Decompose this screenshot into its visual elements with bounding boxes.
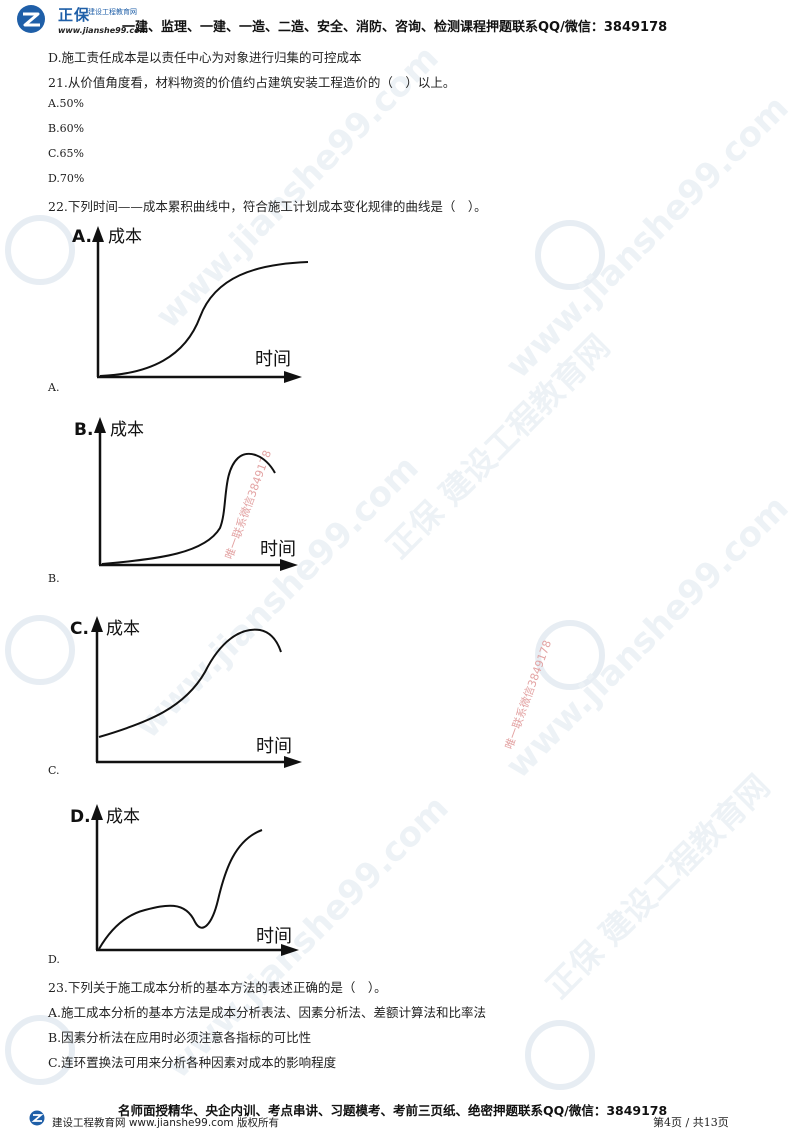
footer-copyright: 建设工程教育网 www.jianshe99.com 版权所有	[52, 1117, 279, 1129]
q21-option-d: D.70%	[48, 172, 85, 185]
q23-option-a: A.施工成本分析的基本方法是成本分析表法、因素分析法、差额计算法和比率法	[48, 1005, 487, 1020]
graph-c-xlabel: 时间	[256, 736, 292, 757]
graph-b-letter: B.	[74, 420, 93, 440]
q21-option-a: A.50%	[48, 97, 84, 110]
watermark-site-4: www.jianshe99.com	[498, 488, 796, 786]
q22-option-b: B.	[48, 572, 60, 585]
page-header: 正保 建设工程教育网 www.jianshe99.com 一建、监理、一建、一造…	[0, 0, 800, 40]
graph-a-xlabel: 时间	[255, 349, 291, 370]
q23-option-c: C.连环置换法可用来分析各种因素对成本的影响程度	[48, 1055, 337, 1070]
watermark-contact-2: 唯一联系微信3849178	[502, 638, 554, 751]
y-axis-arrow-icon	[94, 417, 106, 433]
footer-logo-icon	[29, 1110, 45, 1126]
q21-option-c: C.65%	[48, 147, 84, 160]
curve-b	[101, 453, 276, 565]
question-22: 22.下列时间——成本累积曲线中，符合施工计划成本变化规律的曲线是（ ）。	[48, 199, 487, 214]
q22-option-a: A.	[48, 381, 60, 394]
x-axis-arrow-icon	[284, 371, 302, 383]
graph-b-xlabel: 时间	[260, 539, 296, 560]
prev-option-d: D.施工责任成本是以责任中心为对象进行归集的可控成本	[48, 50, 362, 65]
brand-name: 正保	[58, 6, 91, 24]
graph-a-ylabel: 成本	[108, 227, 142, 247]
question-23: 23.下列关于施工成本分析的基本方法的表述正确的是（ ）。	[48, 980, 387, 995]
curve-a	[99, 261, 309, 377]
y-axis-arrow-icon	[91, 804, 103, 820]
graph-d-xlabel: 时间	[256, 926, 292, 947]
curve-graph-b: B. 成本 时间	[74, 417, 298, 571]
x-axis-arrow-icon	[280, 559, 298, 571]
q21-option-b: B.60%	[48, 122, 85, 135]
curve-graph-c: C. 成本 时间	[70, 616, 302, 768]
brand-url: www.jianshe99.com	[58, 26, 148, 35]
y-axis-arrow-icon	[91, 616, 103, 632]
q22-option-c: C.	[48, 764, 60, 777]
curve-graph-a: A. 成本 时间	[72, 226, 309, 383]
watermark-brand-2: 正保 建设工程教育网	[539, 767, 777, 1005]
graph-d-ylabel: 成本	[106, 807, 140, 827]
question-21: 21.从价值角度看，材料物资的价值约占建筑安装工程造价的（ ）以上。	[48, 75, 456, 90]
graph-a-letter: A.	[72, 227, 92, 247]
graph-c-ylabel: 成本	[106, 619, 140, 639]
brand-logo-icon	[17, 5, 45, 33]
watermark-site-2: www.jianshe99.com	[498, 88, 796, 386]
graph-b-ylabel: 成本	[110, 420, 144, 440]
curve-d	[98, 829, 263, 950]
watermark-brand-1: 正保 建设工程教育网	[379, 327, 617, 565]
footer-contact-text: 名师面授精华、央企内训、考点串讲、习题模考、考前三页纸、绝密押题联系QQ/微信：…	[118, 1103, 668, 1118]
curve-graph-d: D. 成本 时间	[70, 804, 299, 956]
brand-subtitle: 建设工程教育网	[88, 8, 137, 16]
x-axis-arrow-icon	[284, 756, 302, 768]
graph-d-letter: D.	[70, 807, 91, 827]
page-number: 第4页 / 共13页	[653, 1116, 729, 1129]
x-axis-arrow-icon	[281, 944, 299, 956]
graph-c-letter: C.	[70, 619, 89, 639]
curve-c	[98, 628, 282, 738]
y-axis-arrow-icon	[92, 226, 104, 242]
header-contact-text: 一建、监理、一建、一造、二造、安全、消防、咨询、检测课程押题联系QQ/微信：38…	[122, 20, 668, 35]
q23-option-b: B.因素分析法在应用时必须注意各指标的可比性	[48, 1030, 312, 1045]
q22-option-d: D.	[48, 953, 60, 966]
